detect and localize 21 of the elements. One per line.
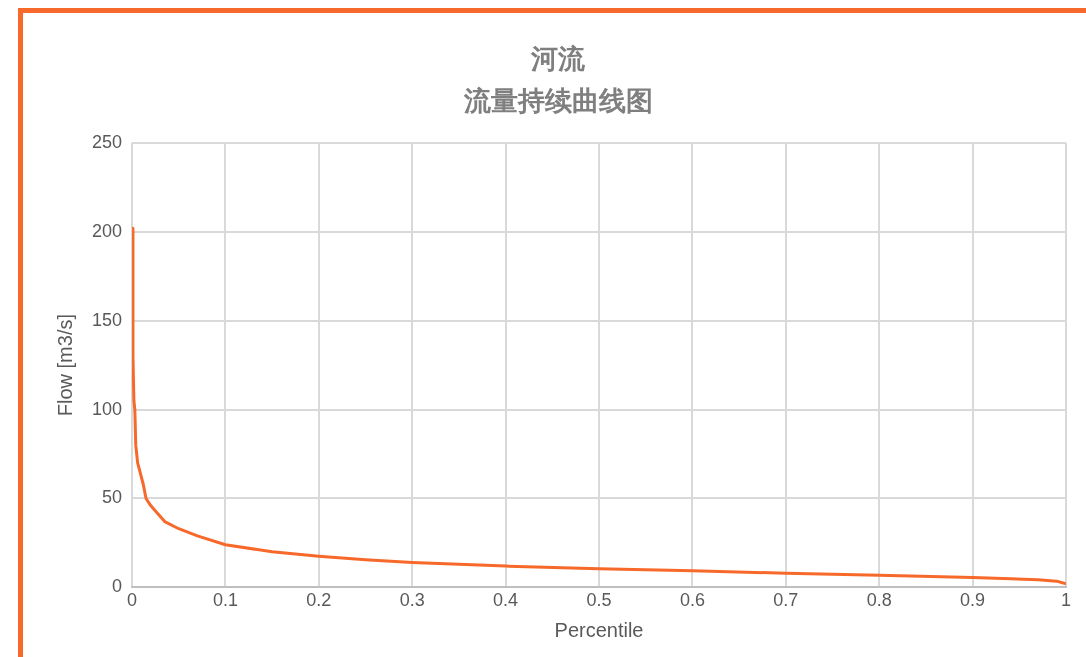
x-tick-label: 0.8 [866, 590, 892, 611]
y-tick-label: 150 [91, 309, 123, 330]
x-tick-label: 0.2 [306, 590, 332, 611]
x-tick-label: 0.6 [679, 590, 705, 611]
chart-subtitle: 流量持续曲线图 [462, 86, 653, 117]
y-tick-label: 50 [102, 487, 123, 508]
x-tick-label: 0.1 [212, 590, 238, 611]
y-tick-label: 250 [91, 131, 123, 152]
x-tick-label: 0.5 [586, 590, 612, 611]
y-tick-label: 100 [91, 398, 123, 419]
chart-title: 河流 [530, 43, 586, 74]
y-tick-label: 0 [112, 576, 123, 597]
y-axis-title: Flow [m3/s] [53, 313, 76, 417]
x-tick-label: 0.3 [399, 590, 425, 611]
x-tick-label: 0.9 [960, 590, 986, 611]
x-tick-label: 0.4 [493, 590, 519, 611]
x-tick-label: 1 [1060, 590, 1072, 611]
x-tick-label: 0 [127, 590, 138, 611]
x-axis-title: Percentile [554, 618, 644, 641]
y-tick-label: 200 [91, 220, 123, 241]
x-tick-label: 0.7 [773, 590, 799, 611]
